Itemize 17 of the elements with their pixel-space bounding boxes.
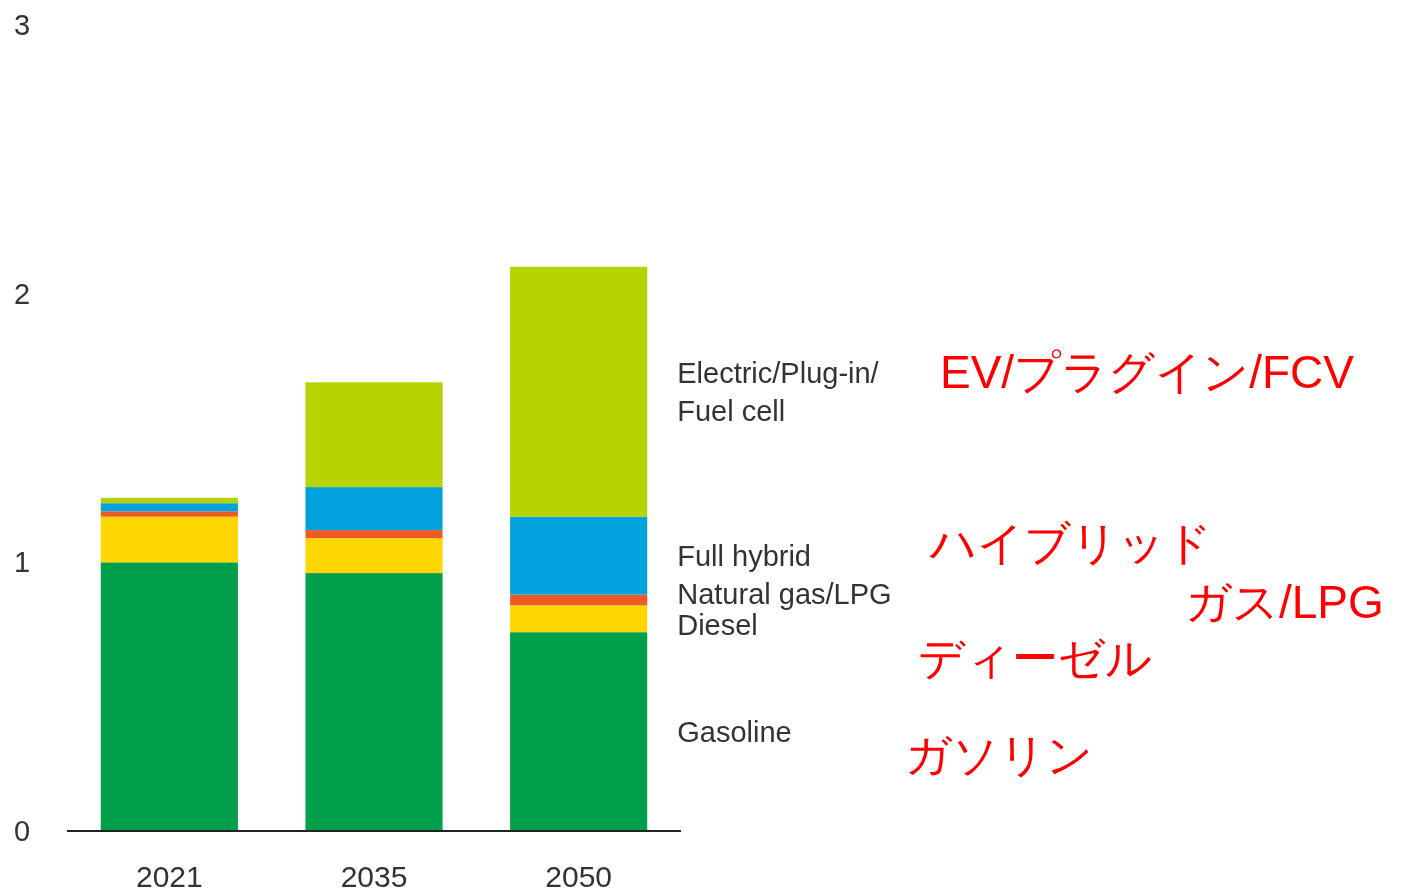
series-label: Diesel <box>677 608 758 641</box>
xtick: 2035 <box>340 859 408 892</box>
annotation: ディーゼル <box>918 632 1152 684</box>
series-label: Full hybrid <box>677 539 811 572</box>
series-label: Gasoline <box>677 715 792 748</box>
series-label: Natural gas/LPG <box>677 577 892 610</box>
series-label: Electric/Plug-in/Fuel cell <box>677 356 879 427</box>
annotation: ガス/LPG <box>1185 576 1384 628</box>
annotation: ガソリン <box>905 729 1093 781</box>
ytick: 3 <box>13 9 31 41</box>
xtick: 2021 <box>135 859 203 892</box>
ytick: 0 <box>13 815 31 847</box>
annotation: EV/プラグイン/FCV <box>940 346 1354 398</box>
ytick: 1 <box>13 546 31 579</box>
xtick: 2050 <box>545 859 613 892</box>
annotation: ハイブリッド <box>930 517 1212 569</box>
ytick: 2 <box>13 277 31 310</box>
